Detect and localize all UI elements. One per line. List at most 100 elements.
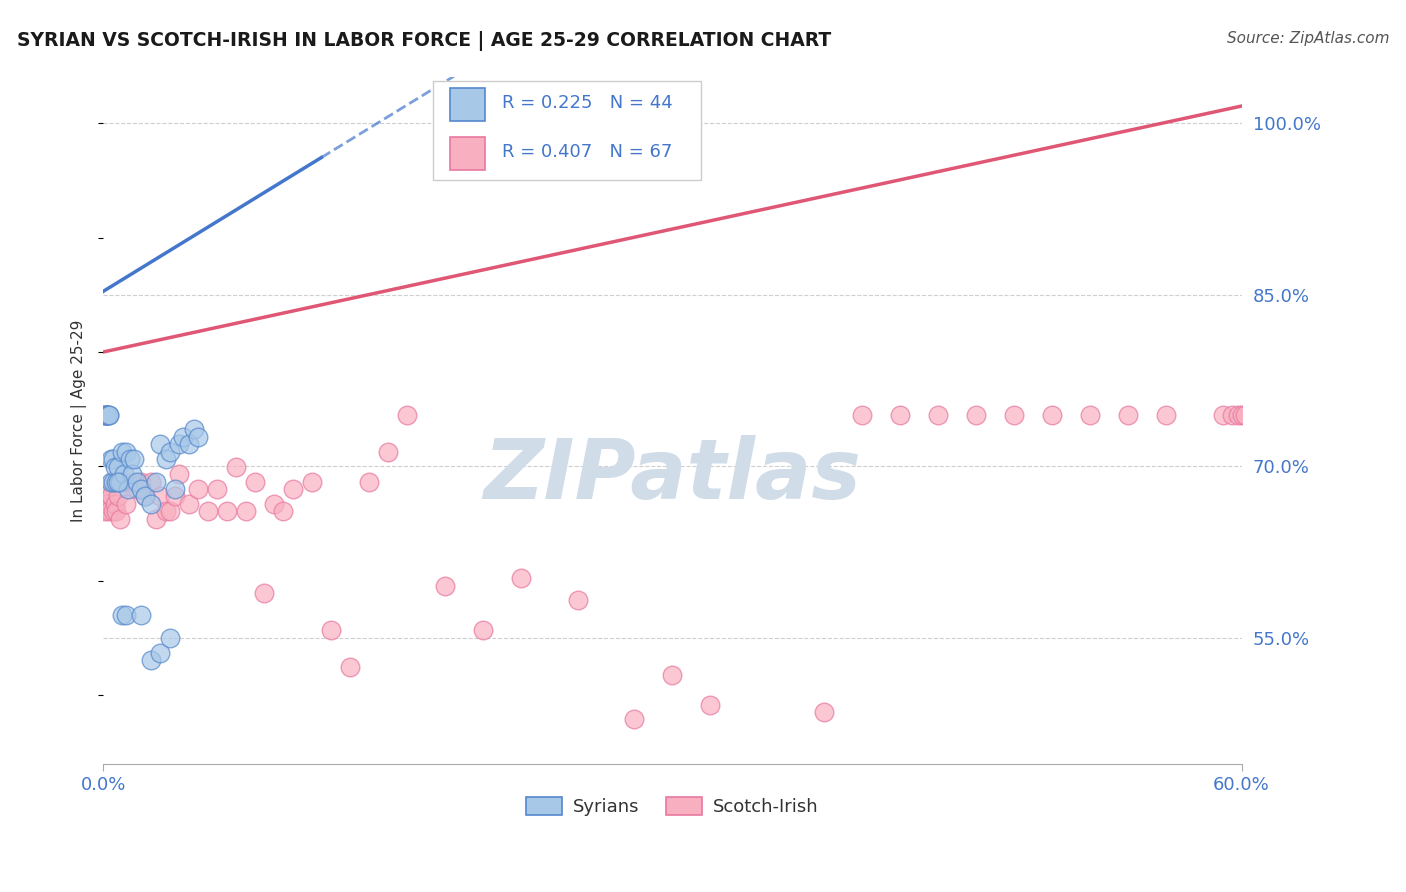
Point [225,230,247,244]
Point [357,253,380,268]
Point [96,287,118,301]
Point [1230,151,1253,165]
Point [889,151,911,165]
Point [159,299,181,313]
FancyBboxPatch shape [450,137,485,170]
Point [1220,151,1243,165]
Point [263,287,285,301]
Point [129,459,152,474]
Point [145,310,167,325]
Point [121,242,143,256]
Point [183,173,205,187]
Point [215,299,238,313]
Point [965,151,987,165]
Point [253,425,276,439]
Point [94,287,117,301]
Point [187,265,209,279]
Point [243,253,266,268]
Point [127,265,149,279]
Point [149,277,172,291]
Point [134,277,156,291]
Point [1226,151,1249,165]
Point [1040,151,1063,165]
Point [104,287,127,301]
Point [100,253,122,268]
Point [471,483,494,497]
Point [927,151,949,165]
Point [149,196,172,211]
Point [139,253,162,268]
Point [145,253,167,268]
Point [197,299,219,313]
Point [339,540,361,554]
Point [134,277,156,291]
Point [756,734,779,748]
Point [1116,151,1139,165]
Point [94,299,117,313]
Point [177,287,200,301]
Point [319,483,342,497]
Point [301,253,323,268]
Point [1192,768,1215,782]
Point [100,277,122,291]
Point [96,151,118,165]
Point [623,619,645,633]
Point [107,230,129,244]
Point [155,219,177,234]
Point [187,185,209,199]
Point [1234,151,1257,165]
Point [172,185,194,199]
Point [115,287,138,301]
Point [97,151,120,165]
Point [111,253,134,268]
Point [100,219,122,234]
Point [115,208,138,222]
Text: Source: ZipAtlas.com: Source: ZipAtlas.com [1226,31,1389,46]
Point [94,277,117,291]
Point [101,299,124,313]
Point [1212,151,1234,165]
Point [281,265,304,279]
Point [121,253,143,268]
Point [167,242,190,256]
Point [122,219,145,234]
Point [97,299,120,313]
Point [117,265,139,279]
Point [273,299,295,313]
Point [139,528,162,542]
Point [111,208,134,222]
Point [94,151,117,165]
Point [96,265,118,279]
Point [139,287,162,301]
Point [1078,151,1101,165]
Point [96,151,118,165]
Point [107,253,129,268]
Point [567,436,589,450]
Point [115,459,138,474]
Point [110,253,132,268]
Point [433,414,456,428]
Point [105,299,128,313]
Point [118,219,141,234]
Point [205,265,228,279]
Text: R = 0.407   N = 67: R = 0.407 N = 67 [502,143,672,161]
Text: ZIPatlas: ZIPatlas [484,435,862,516]
Point [159,493,181,508]
Point [155,299,177,313]
Text: SYRIAN VS SCOTCH-IRISH IN LABOR FORCE | AGE 25-29 CORRELATION CHART: SYRIAN VS SCOTCH-IRISH IN LABOR FORCE | … [17,31,831,51]
Point [235,299,257,313]
Point [94,151,117,165]
Point [167,196,190,211]
Point [165,277,187,291]
Point [813,608,835,623]
Point [101,219,124,234]
Point [159,208,181,222]
Point [112,242,135,256]
Point [377,208,399,222]
Point [110,310,132,325]
Point [107,277,129,291]
Point [105,253,128,268]
FancyBboxPatch shape [450,87,485,120]
Point [97,151,120,165]
Point [177,196,200,211]
